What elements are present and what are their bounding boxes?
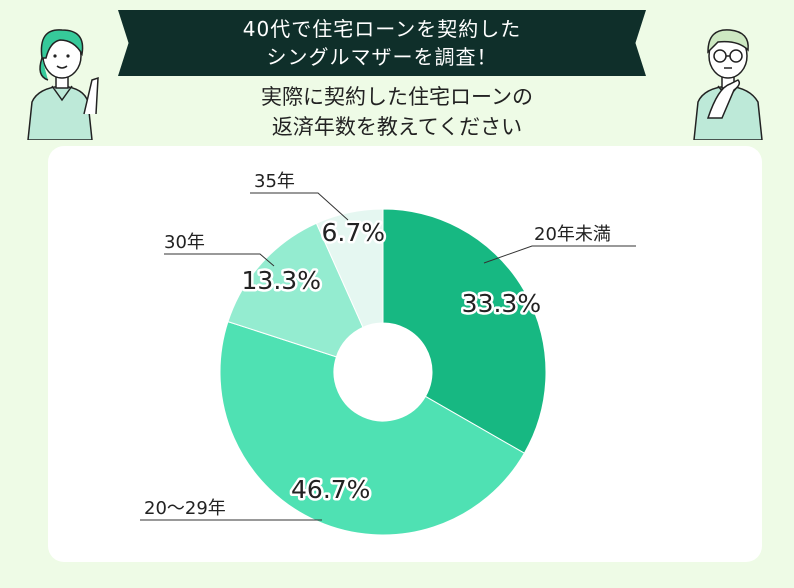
category-label: 20年未満 <box>534 224 611 245</box>
leader-line <box>483 245 636 264</box>
question-line-1: 実際に契約した住宅ローンの <box>261 85 533 109</box>
leader-line <box>250 192 349 221</box>
survey-question: 実際に契約した住宅ローンの 返済年数を教えてください <box>150 82 644 142</box>
slice-13-3 <box>227 222 364 358</box>
title-banner: 40代で住宅ローンを契約した シングルマザーを調査！ <box>118 10 646 76</box>
value-label-46-7: 46.7% <box>291 475 370 504</box>
leader-line <box>164 253 275 267</box>
banner-line-1: 40代で住宅ローンを契約した <box>242 17 522 41</box>
slice-46-7 <box>219 320 526 536</box>
category-label: 20〜29年 <box>144 498 226 519</box>
slice-33-3 <box>382 208 547 454</box>
value-label-13-3: 13.3% <box>242 266 321 295</box>
value-label-33-3: 33.3% <box>462 289 541 318</box>
slice-6-7 <box>315 208 384 328</box>
value-label-6-7: 6.7% <box>321 218 385 247</box>
banner-line-2: シングルマザーを調査！ <box>266 45 498 69</box>
category-label: 35年 <box>254 171 295 192</box>
question-line-2: 返済年数を教えてください <box>271 115 523 139</box>
woman-pointing-icon <box>27 29 99 140</box>
man-thinking-icon <box>693 29 763 140</box>
category-label: 30年 <box>164 232 205 253</box>
